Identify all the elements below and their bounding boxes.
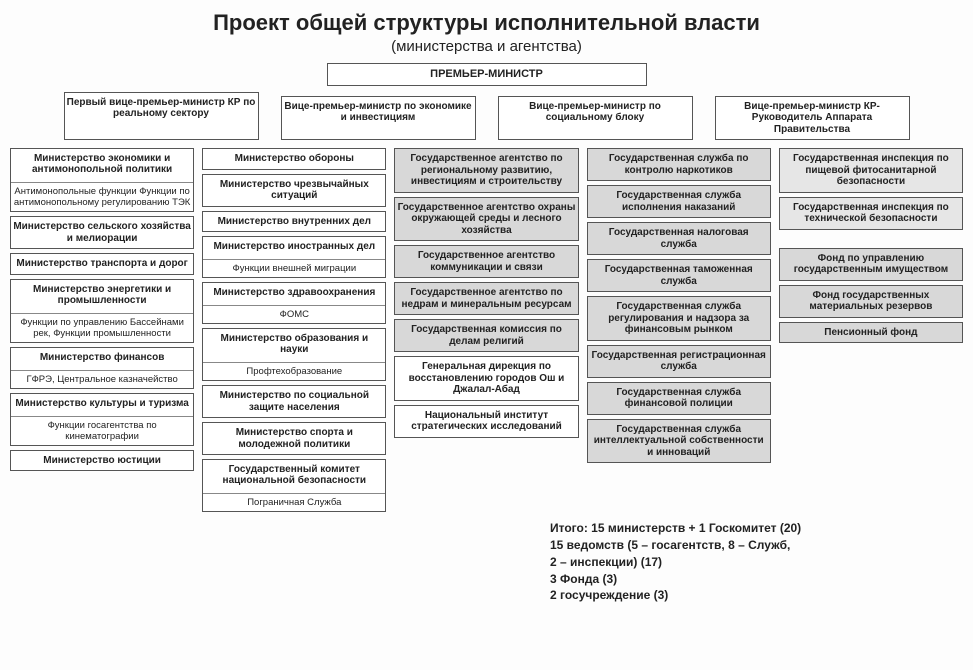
ministry-agri: Министерство сельского хозяйства и мелио… bbox=[10, 216, 194, 249]
ministry-label: Министерство здравоохранения bbox=[203, 283, 385, 302]
vice-pm-1: Первый вице-премьер-министр КР по реальн… bbox=[64, 92, 259, 141]
agency-mineral: Государственное агентство по недрам и ми… bbox=[394, 282, 578, 315]
vice-pm-2: Вице-премьер-министр по экономике и инве… bbox=[281, 96, 476, 141]
commission-religion: Государственная комиссия по делам религи… bbox=[394, 319, 578, 352]
page-title: Проект общей структуры исполнительной вл… bbox=[10, 10, 963, 36]
fund-pension: Пенсионный фонд bbox=[779, 322, 963, 344]
state-committee-security: Государственный комитет национальной без… bbox=[202, 459, 386, 512]
fund-property: Фонд по управлению государственным имуще… bbox=[779, 248, 963, 281]
ministry-sub: Пограничная Служба bbox=[203, 493, 385, 511]
ministry-label: Министерство иностранных дел bbox=[203, 237, 385, 256]
vice-pm-4: Вице-премьер-министр КР- Руководитель Ап… bbox=[715, 96, 910, 141]
ministry-sub: Профтехобразование bbox=[203, 362, 385, 380]
fund-material: Фонд государственных материальных резерв… bbox=[779, 285, 963, 318]
ministry-social: Министерство по социальной защите населе… bbox=[202, 385, 386, 418]
ministry-defense: Министерство обороны bbox=[202, 148, 386, 170]
ministry-culture: Министерство культуры и туризма Функции … bbox=[10, 393, 194, 446]
totals-line: 3 Фонда (3) bbox=[550, 571, 963, 588]
column-4: Государственная служба по контролю нарко… bbox=[587, 148, 771, 512]
totals-line: Итого: 15 министерств + 1 Госкомитет (20… bbox=[550, 520, 963, 537]
ministry-label: Министерство экономики и антимонопольной… bbox=[11, 149, 193, 179]
totals-line: 15 ведомств (5 – госагентств, 8 – Служб, bbox=[550, 537, 963, 554]
agency-regional: Государственное агентство по регионально… bbox=[394, 148, 578, 193]
ministry-finance: Министерство финансов ГФРЭ, Центральное … bbox=[10, 347, 194, 389]
agency-comm: Государственное агентство коммуникации и… bbox=[394, 245, 578, 278]
service-prison: Государственная служба исполнения наказа… bbox=[587, 185, 771, 218]
ministry-energy: Министерство энергетики и промышленности… bbox=[10, 279, 194, 343]
column-1: Министерство экономики и антимонопольной… bbox=[10, 148, 194, 512]
ministry-label: Министерство финансов bbox=[11, 348, 193, 367]
ministry-emergency: Министерство чрезвычайных ситуаций bbox=[202, 174, 386, 207]
premier-minister-box: ПРЕМЬЕР-МИНИСТР bbox=[327, 63, 647, 86]
ministry-label: Министерство культуры и туризма bbox=[11, 394, 193, 413]
inspection-food: Государственная инспекция по пищевой фит… bbox=[779, 148, 963, 193]
service-registration: Государственная регистрационная служба bbox=[587, 345, 771, 378]
service-ip: Государственная служба интеллектуальной … bbox=[587, 419, 771, 464]
ministry-foreign: Министерство иностранных дел Функции вне… bbox=[202, 236, 386, 278]
ministry-sub: Антимонопольные функции Функции по антим… bbox=[11, 182, 193, 211]
ministry-econ: Министерство экономики и антимонопольной… bbox=[10, 148, 194, 212]
ministry-transport: Министерство транспорта и дорог bbox=[10, 253, 194, 275]
ministry-justice: Министерство юстиции bbox=[10, 450, 194, 472]
service-customs: Государственная таможенная служба bbox=[587, 259, 771, 292]
service-finpolice: Государственная служба финансовой полици… bbox=[587, 382, 771, 415]
vice-pm-3: Вице-премьер-министр по социальному блок… bbox=[498, 96, 693, 141]
totals-block: Итого: 15 министерств + 1 Госкомитет (20… bbox=[550, 520, 963, 604]
ministry-label: Министерство энергетики и промышленности bbox=[11, 280, 193, 310]
agency-environment: Государственное агентство охраны окружаю… bbox=[394, 197, 578, 242]
ministry-sub: ГФРЭ, Центральное казначейство bbox=[11, 370, 193, 388]
column-3: Государственное агентство по регионально… bbox=[394, 148, 578, 512]
service-tax: Государственная налоговая служба bbox=[587, 222, 771, 255]
totals-line: 2 госучреждение (3) bbox=[550, 587, 963, 604]
ministry-label: Министерство образования и науки bbox=[203, 329, 385, 359]
ministry-sport: Министерство спорта и молодежной политик… bbox=[202, 422, 386, 455]
ministry-sub: ФОМС bbox=[203, 305, 385, 323]
column-2: Министерство обороны Министерство чрезвы… bbox=[202, 148, 386, 512]
ministry-health: Министерство здравоохранения ФОМС bbox=[202, 282, 386, 324]
totals-line: 2 – инспекции) (17) bbox=[550, 554, 963, 571]
ministry-education: Министерство образования и науки Профтех… bbox=[202, 328, 386, 381]
column-5: Государственная инспекция по пищевой фит… bbox=[779, 148, 963, 512]
ministry-sub: Функции внешней миграции bbox=[203, 259, 385, 277]
institute-strategic: Национальный институт стратегических исс… bbox=[394, 405, 578, 438]
ministry-sub: Функции госагентства по кинематографии bbox=[11, 416, 193, 445]
ministry-label: Государственный комитет национальной без… bbox=[203, 460, 385, 490]
service-finmarket: Государственная служба регулирования и н… bbox=[587, 296, 771, 341]
page-subtitle: (министерства и агентства) bbox=[10, 38, 963, 55]
ministry-interior: Министерство внутренних дел bbox=[202, 211, 386, 233]
directorate-osh: Генеральная дирекция по восстановлению г… bbox=[394, 356, 578, 401]
service-drug: Государственная служба по контролю нарко… bbox=[587, 148, 771, 181]
ministry-sub: Функции по управлению Бассейнами рек, Фу… bbox=[11, 313, 193, 342]
inspection-tech: Государственная инспекция по технической… bbox=[779, 197, 963, 230]
